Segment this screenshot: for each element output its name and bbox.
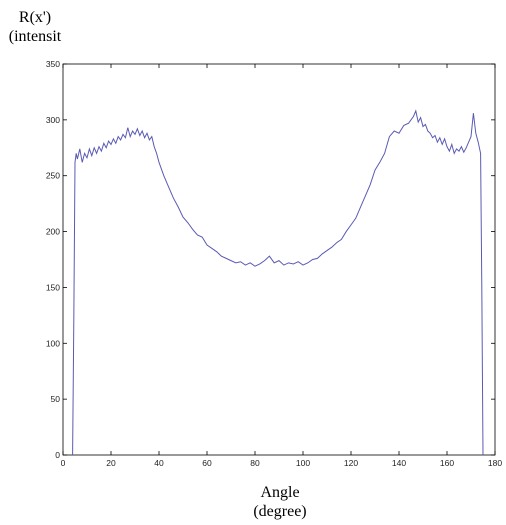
y-tick-label: 200 xyxy=(46,227,60,237)
x-axis-label: Angle (degree) xyxy=(253,484,307,520)
y-tick-label: 0 xyxy=(55,450,60,460)
y-tick-label: 100 xyxy=(46,338,60,348)
y-tick-label: 250 xyxy=(46,171,60,181)
y-axis-label: R(x') (intensit xyxy=(8,9,62,45)
plot-frame xyxy=(62,63,496,456)
axis-ticks xyxy=(62,63,496,456)
x-tick-label: 0 xyxy=(61,458,66,468)
x-tick-label: 140 xyxy=(392,458,406,468)
y-tick-label: 300 xyxy=(46,115,60,125)
x-tick-label: 80 xyxy=(250,458,260,468)
x-tick-label: 120 xyxy=(344,458,358,468)
x-tick-label: 100 xyxy=(296,458,310,468)
y-tick-label: 350 xyxy=(46,59,60,69)
x-tick-label: 20 xyxy=(106,458,116,468)
y-tick-label: 50 xyxy=(51,394,61,404)
y-tick-label: 150 xyxy=(46,282,60,292)
x-tick-label: 180 xyxy=(488,458,502,468)
x-tick-label: 60 xyxy=(202,458,212,468)
series-line xyxy=(72,109,484,456)
axis-tick-labels: 0 20 40 60 80 100 120 140 160 180 0 50 100 150 200 250 3… xyxy=(46,59,503,468)
x-tick-label: 160 xyxy=(440,458,454,468)
x-tick-label: 40 xyxy=(154,458,164,468)
